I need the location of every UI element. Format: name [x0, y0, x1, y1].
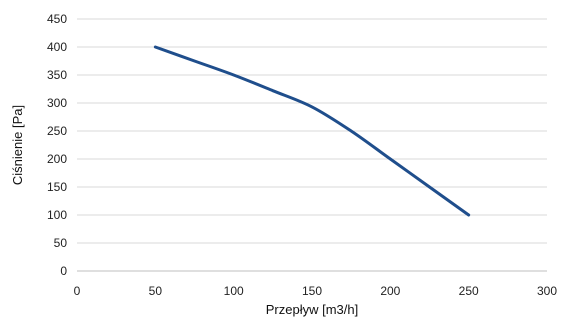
horizontal-gridlines: [77, 18, 547, 244]
x-tick-label: 100: [224, 284, 244, 298]
x-tick-label: 250: [459, 284, 479, 298]
x-tick-labels: 0 50 100 150 200 250 300: [74, 284, 558, 298]
y-tick-label: 450: [47, 12, 67, 26]
y-tick-label: 50: [54, 236, 68, 250]
y-tick-label: 350: [47, 68, 67, 82]
x-axis-title: Przepływ [m3/h]: [266, 302, 358, 317]
x-tick-label: 50: [149, 284, 163, 298]
y-tick-label: 100: [47, 208, 67, 222]
y-tick-labels: 0 50 100 150 200 250 300 350 400 450: [47, 12, 67, 278]
x-tick-label: 200: [380, 284, 400, 298]
y-tick-label: 200: [47, 152, 67, 166]
series-line-0: [153, 45, 471, 217]
x-tick-label: 300: [537, 284, 557, 298]
y-tick-label: 0: [60, 264, 67, 278]
y-tick-label: 250: [47, 124, 67, 138]
series-lines: [153, 45, 471, 217]
x-tick-label: 150: [302, 284, 322, 298]
y-tick-label: 150: [47, 180, 67, 194]
y-tick-label: 400: [47, 40, 67, 54]
y-axis-title: Ciśnienie [Pa]: [10, 105, 25, 185]
y-tick-label: 300: [47, 96, 67, 110]
x-tick-label: 0: [74, 284, 81, 298]
